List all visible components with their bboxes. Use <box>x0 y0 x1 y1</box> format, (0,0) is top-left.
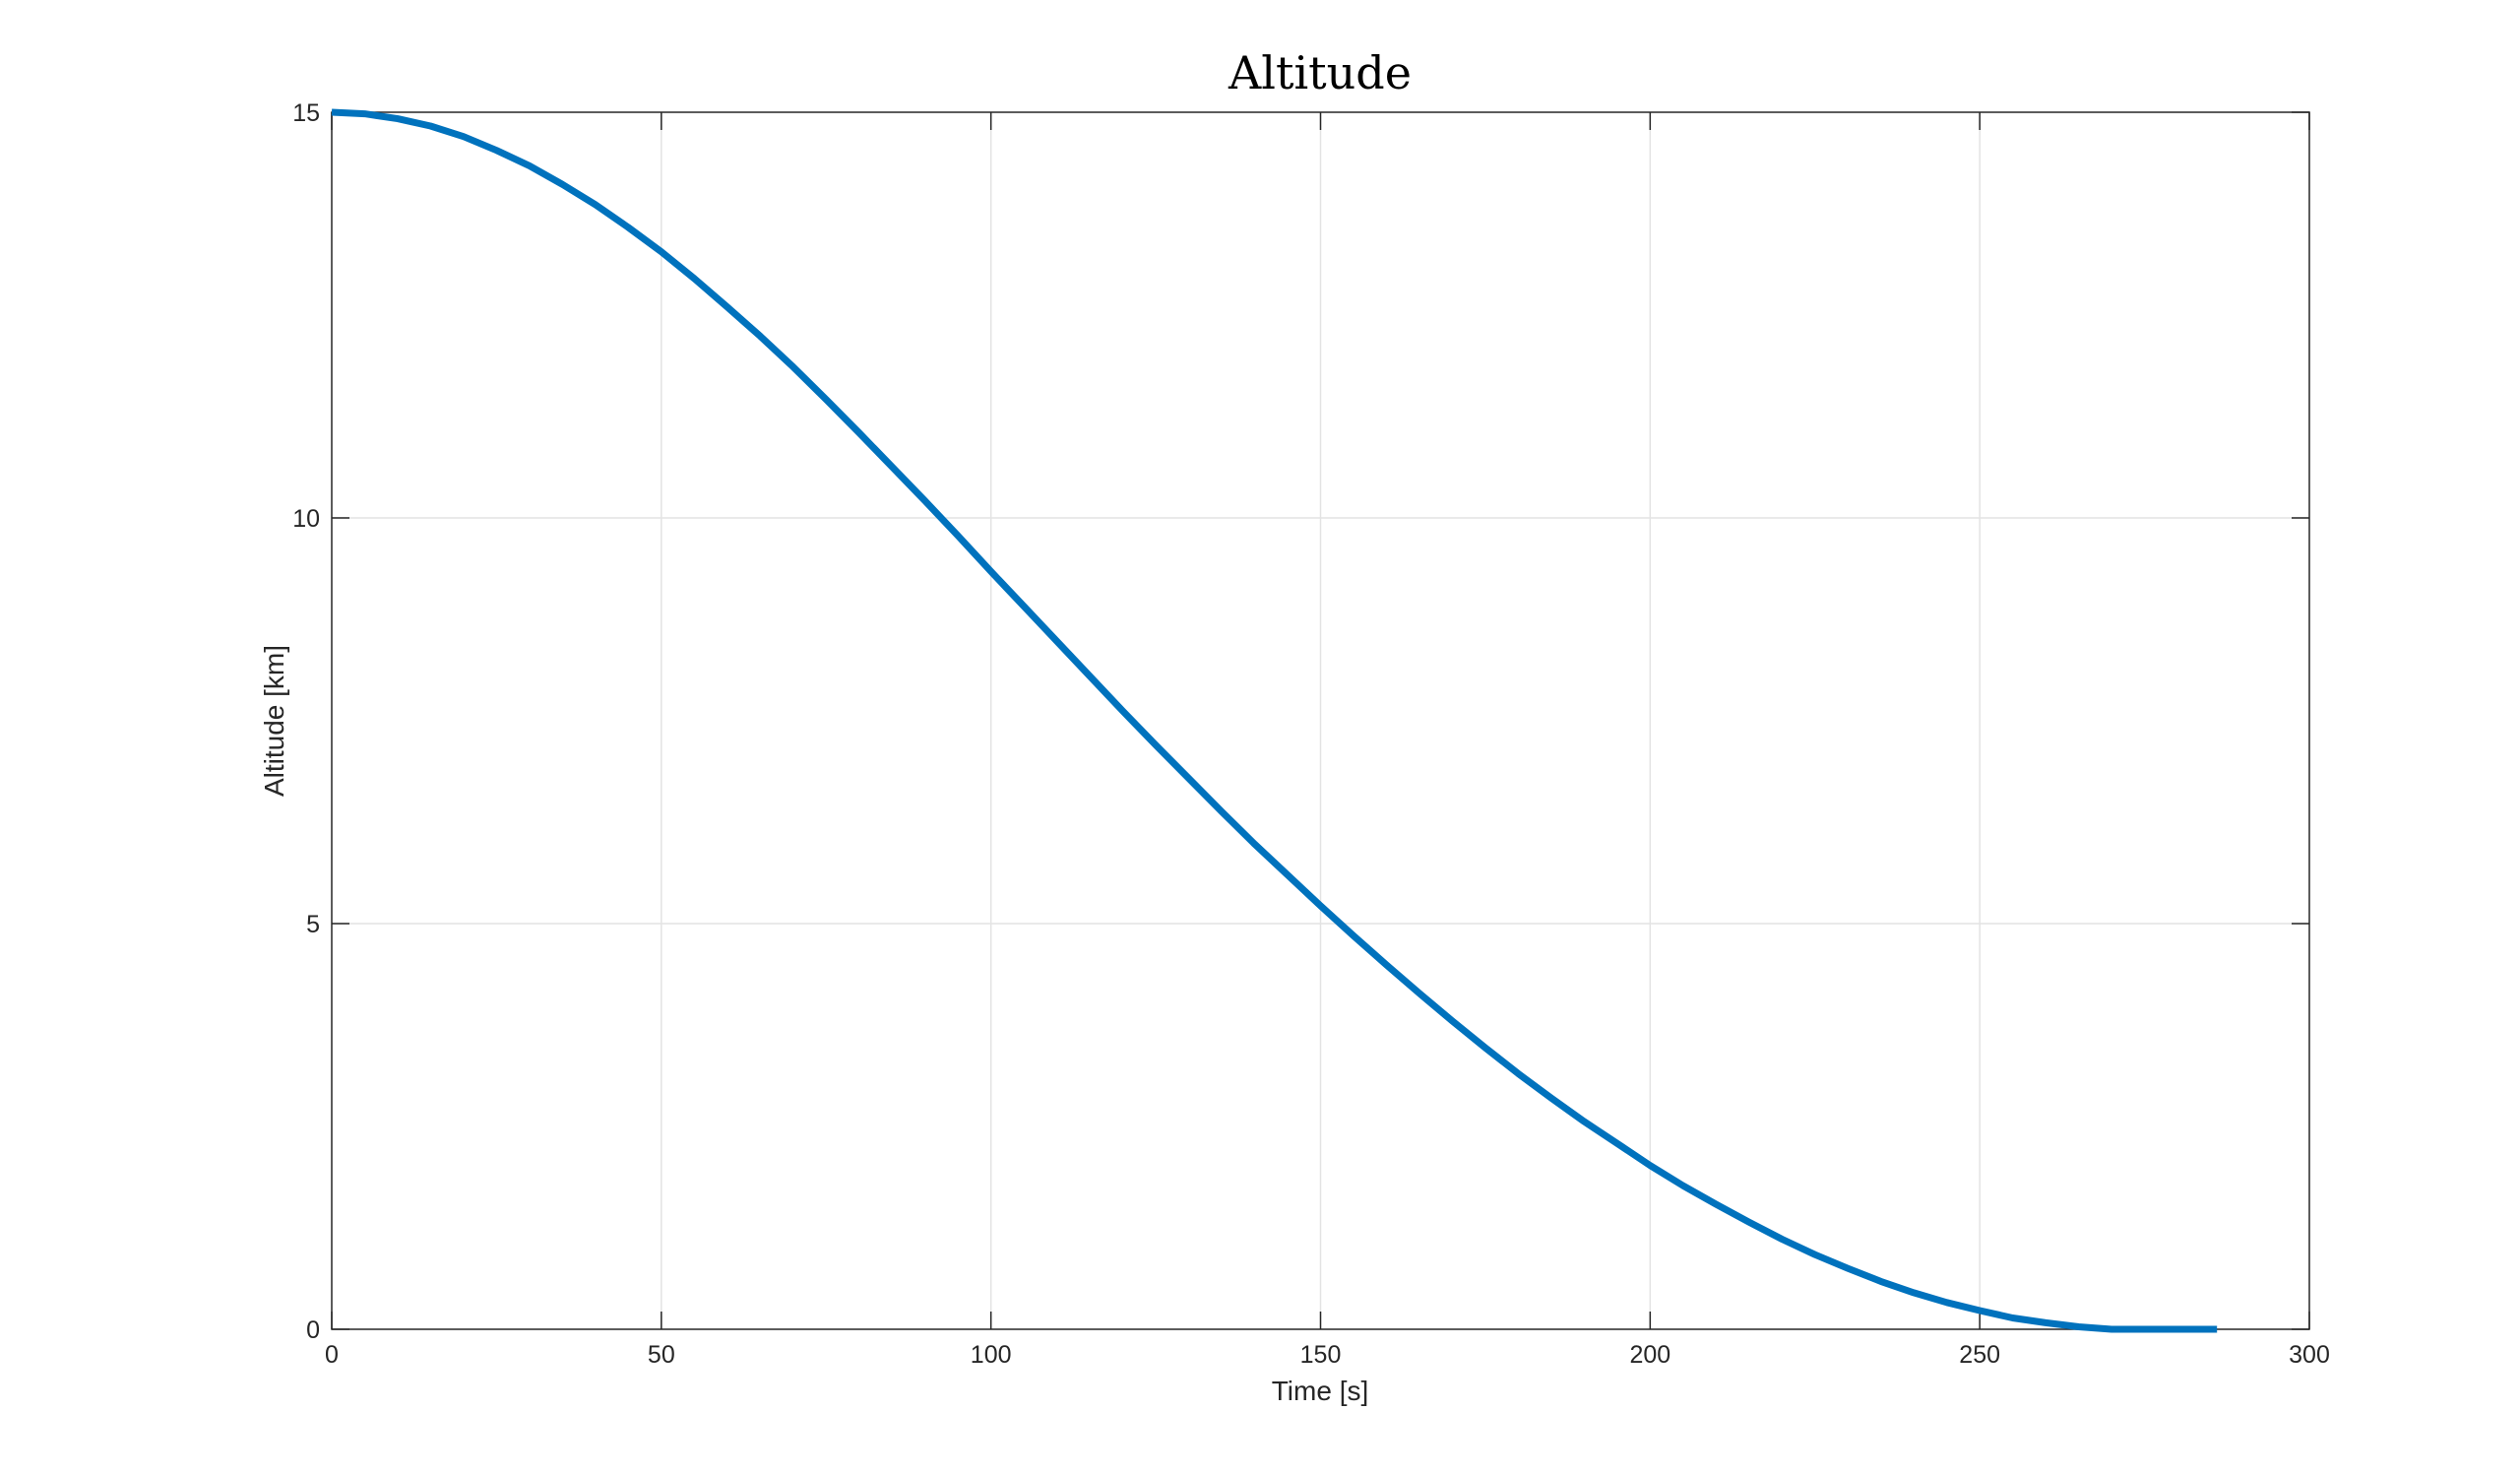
x-tick-label: 200 <box>1629 1341 1670 1369</box>
x-tick-label: 150 <box>1300 1341 1342 1369</box>
y-tick-label: 10 <box>292 505 320 533</box>
y-tick-label: 15 <box>292 99 320 127</box>
y-tick-label: 0 <box>306 1316 320 1344</box>
x-tick-label: 50 <box>648 1341 675 1369</box>
x-tick-label: 0 <box>325 1341 339 1369</box>
x-tick-label: 300 <box>2289 1341 2330 1369</box>
y-axis-label: Altitude [km] <box>259 645 289 797</box>
x-tick-label: 250 <box>1959 1341 2000 1369</box>
y-tick-labels: 0 5 10 15 <box>292 99 320 1344</box>
grid <box>332 112 2309 1329</box>
series-line <box>331 108 2218 1333</box>
x-axis-label: Time [s] <box>1272 1376 1369 1406</box>
x-tick-labels: 0 50 100 150 200 250 300 <box>325 1341 2330 1369</box>
y-tick-label: 5 <box>306 911 320 938</box>
chart-title: Altitude <box>1228 46 1412 99</box>
series-layer <box>331 108 2218 1333</box>
x-tick-label: 100 <box>971 1341 1012 1369</box>
